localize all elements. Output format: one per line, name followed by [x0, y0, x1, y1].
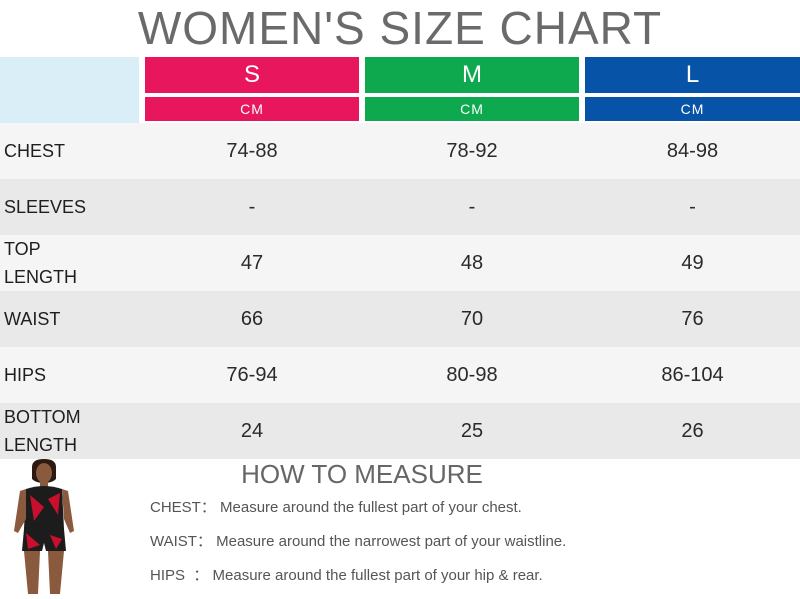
row-label: HIPS [4, 365, 47, 385]
cell-s: 24 [240, 419, 264, 442]
cell-l: 26 [681, 419, 704, 442]
cell-l: - [689, 195, 696, 218]
size-header-l: L [585, 57, 800, 93]
how-to-measure-title: HOW TO MEASURE [241, 459, 483, 489]
row-label: SLEEVES [4, 197, 87, 217]
header-corner [0, 57, 139, 123]
measure-hips: HIPS ： Measure around the fullest part o… [150, 567, 543, 584]
table-row-bottom-length: BOTTOM LENGTH 24 25 26 [0, 403, 800, 459]
table-row-hips: HIPS 76-94 80-98 86-104 [0, 347, 800, 403]
row-label: TOP LENGTH [4, 239, 78, 287]
model-photo-icon [0, 459, 92, 594]
unit-header-s: CM [145, 97, 359, 121]
measure-waist: WAIST： Measure around the narrowest part… [150, 533, 567, 550]
cell-m: 25 [460, 419, 484, 442]
size-header-s: S [145, 57, 359, 93]
measure-chest: CHEST： Measure around the fullest part o… [150, 499, 522, 516]
page-title: WOMEN'S SIZE CHART [137, 2, 663, 54]
table-row-waist: WAIST 66 70 76 [0, 291, 800, 347]
cell-s: 74-88 [226, 139, 278, 162]
unit-header-m: CM [365, 97, 579, 121]
cell-l: 76 [681, 307, 704, 330]
cell-s: 47 [240, 251, 264, 274]
size-header-m: M [365, 57, 579, 93]
cell-s: - [248, 195, 256, 218]
cell-m: 48 [460, 251, 484, 274]
cell-l: 86-104 [661, 363, 724, 386]
cell-s: 66 [240, 307, 264, 330]
cell-l: 84-98 [666, 139, 719, 162]
cell-m: 80-98 [446, 363, 498, 386]
cell-m: - [468, 195, 476, 218]
how-to-measure-section: HOW TO MEASURE CHEST： Measure around the… [0, 459, 800, 594]
cell-m: 78-92 [446, 139, 498, 162]
cell-m: 70 [460, 307, 484, 330]
table-row-top-length: TOP LENGTH 47 48 49 [0, 235, 800, 291]
row-label: BOTTOM LENGTH [4, 407, 81, 455]
cell-l: 49 [681, 251, 704, 274]
table-row-sleeves: SLEEVES - - - [0, 179, 800, 235]
cell-s: 76-94 [226, 363, 278, 386]
unit-header-l: CM [585, 97, 800, 121]
table-row-chest: CHEST 74-88 78-92 84-98 [0, 123, 800, 179]
row-label: WAIST [4, 309, 61, 329]
row-label: CHEST [4, 141, 66, 161]
